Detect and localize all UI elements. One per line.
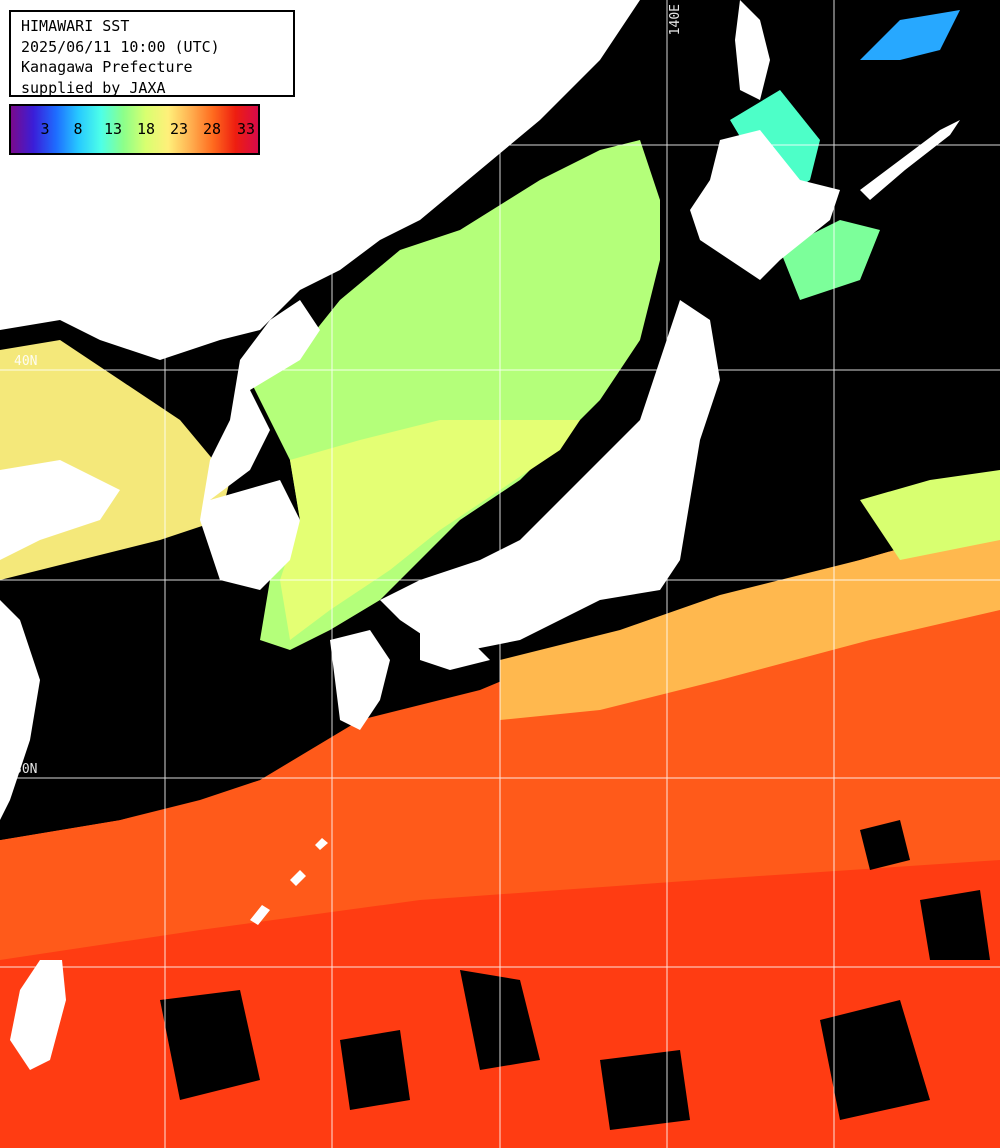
land-kyushu (330, 630, 390, 730)
latitude-label-30n: 30N (14, 762, 38, 777)
sea-of-japan-south (280, 420, 580, 640)
land-kurils (860, 120, 960, 200)
colorbar-tick: 33 (236, 120, 256, 138)
colorbar-tick: 8 (73, 120, 83, 138)
cloud-patch (600, 1050, 690, 1130)
land-honshu (380, 300, 720, 650)
colorbar-tick: 28 (202, 120, 222, 138)
sea-east-honshu (860, 470, 1000, 560)
east-china-sea (0, 580, 280, 840)
cloud-patch (340, 1030, 410, 1110)
cloud-patch (160, 990, 260, 1100)
info-box: HIMAWARI SST 2025/06/11 10:00 (UTC) Kana… (9, 10, 295, 97)
land-hokkaido (690, 130, 840, 280)
colorbar-tick: 3 (40, 120, 50, 138)
land-shikoku (420, 630, 490, 670)
prefecture-label: Kanagawa Prefecture (21, 58, 193, 76)
sea-northeast (860, 10, 960, 60)
colorbar-legend: 3 8 13 18 23 28 33 (9, 104, 260, 155)
colorbar-tick: 13 (103, 120, 123, 138)
cloud-patch (820, 1000, 930, 1120)
cloud-patch (920, 890, 990, 960)
product-title: HIMAWARI SST (21, 17, 130, 35)
latitude-label-40n: 40N (14, 354, 38, 369)
land-sakhalin (735, 0, 770, 100)
land-taiwan (10, 960, 66, 1070)
land-ryukyu (250, 838, 328, 925)
land-shandong (0, 460, 120, 560)
colorbar-tick: 18 (136, 120, 156, 138)
land-korea (200, 300, 320, 590)
supplier-label: supplied by JAXA (21, 78, 166, 97)
cloud-patch (860, 820, 910, 870)
land-east-china (0, 600, 40, 820)
colorbar-tick: 23 (169, 120, 189, 138)
timestamp: 2025/06/11 10:00 (UTC) (21, 37, 220, 56)
sea-kuroshio-band (500, 520, 1000, 720)
longitude-label-140e: 140E (668, 4, 683, 36)
